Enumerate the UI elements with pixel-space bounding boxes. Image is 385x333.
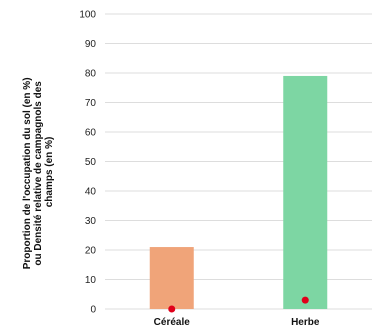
x-category-label: Herbe: [291, 317, 320, 328]
y-axis-label: Proportion de l'occupation du sol (en %)…: [22, 75, 55, 270]
y-axis-label-line-3: champs (en %): [44, 137, 55, 208]
x-category-label: Céréale: [154, 317, 191, 328]
y-tick-label: 60: [85, 128, 97, 139]
y-tick-label: 40: [85, 187, 97, 198]
gridlines: [105, 13, 372, 310]
bar: [149, 247, 194, 309]
y-tick-label: 90: [85, 39, 97, 50]
y-tick-label: 0: [90, 305, 96, 316]
y-tick-label: 100: [79, 10, 96, 21]
data-point: [301, 296, 309, 304]
data-point: [168, 305, 176, 313]
y-tick-label: 20: [85, 246, 97, 257]
bar: [283, 75, 328, 309]
y-tick-labels: 0 10 20 30 40 50 60 70 80 90 100: [79, 10, 96, 316]
y-axis-label-line-2: ou Densité relative de campagnols des: [33, 81, 44, 266]
bars: [149, 75, 328, 309]
points: [168, 296, 309, 313]
y-tick-label: 50: [85, 157, 97, 168]
y-axis-label-line-1: Proportion de l'occupation du sol (en %): [22, 77, 33, 269]
y-tick-label: 80: [85, 69, 97, 80]
y-tick-label: 70: [85, 98, 97, 109]
y-tick-label: 10: [85, 275, 97, 286]
y-tick-label: 30: [85, 216, 97, 227]
x-category-labels: Céréale Herbe: [154, 317, 320, 328]
